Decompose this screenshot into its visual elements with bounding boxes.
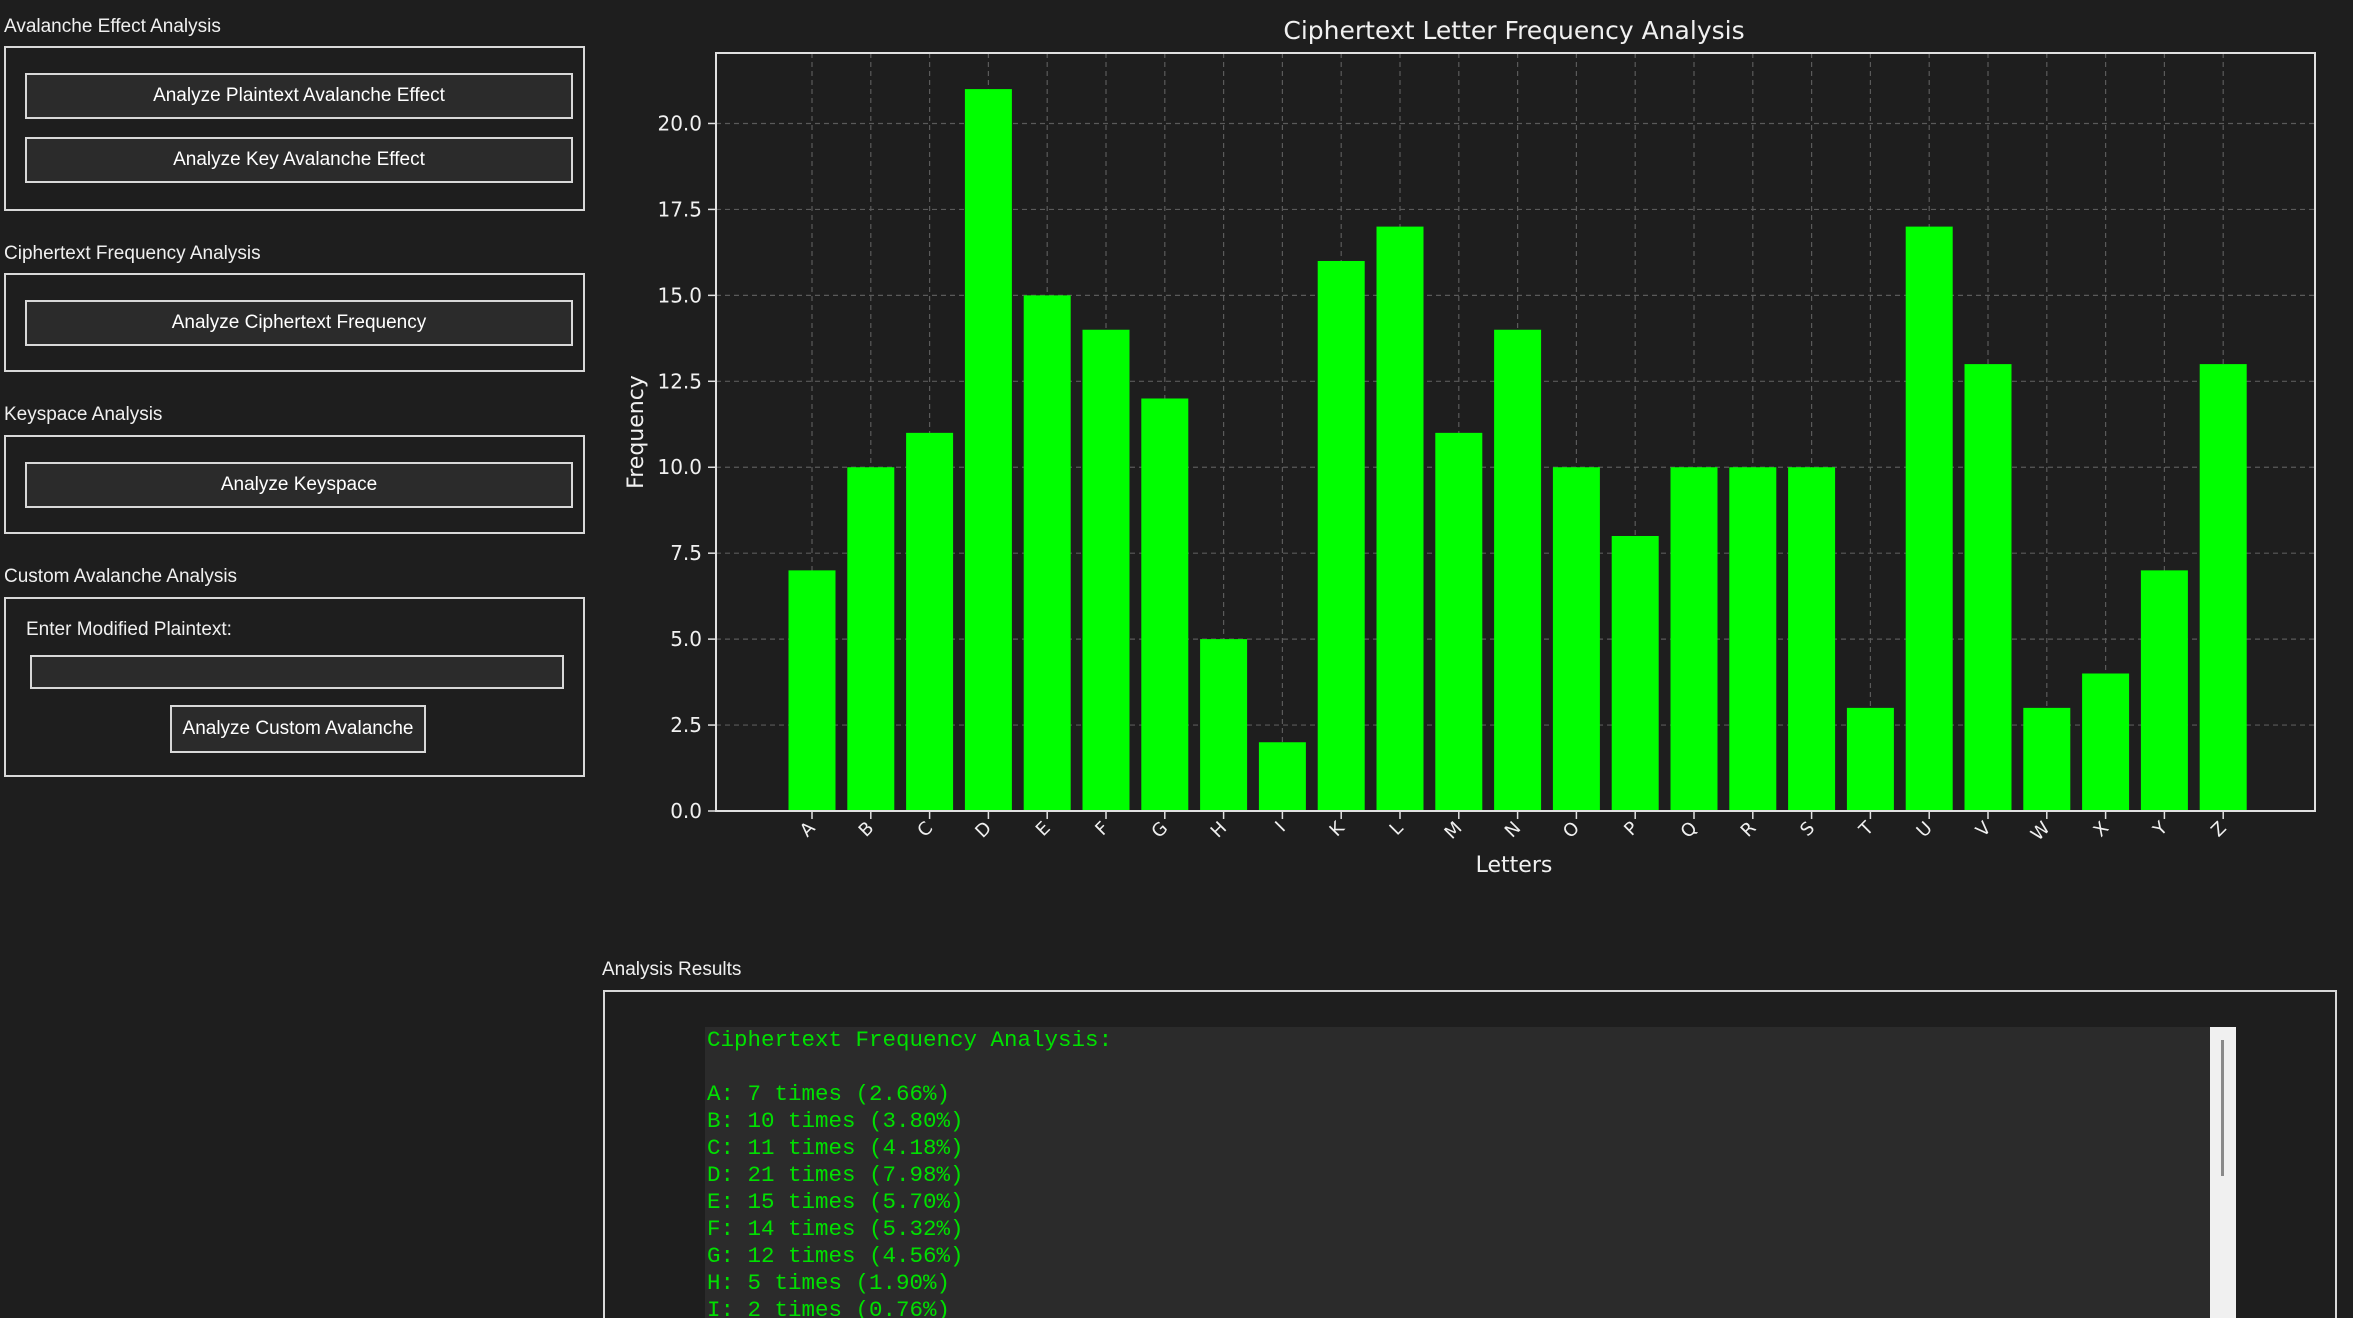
results-text-area[interactable]: Ciphertext Frequency Analysis: A: 7 times… [705,1027,2214,1318]
bar-u [1905,226,1953,812]
x-tick-label: P [1620,818,1643,841]
x-tick-label: U [1913,818,1937,842]
results-line: B: 10 times (3.80%) [707,1108,964,1134]
bar-l [1376,226,1424,812]
bar-k [1317,260,1365,812]
bar-h [1200,639,1248,811]
x-tick-label: O [1559,818,1584,843]
bar-s [1788,467,1836,811]
custom-section: Enter Modified Plaintext: Analyze Custom… [4,597,585,777]
analyze-plaintext-avalanche-button[interactable]: Analyze Plaintext Avalanche Effect [25,73,573,119]
bar-t [1846,707,1894,811]
bar-o [1552,467,1600,811]
bar-d [964,89,1012,812]
x-tick-label: B [855,818,879,842]
results-line: E: 15 times (5.70%) [707,1189,964,1215]
x-tick-label: N [1501,818,1525,842]
y-tick-label: 10.0 [657,455,702,479]
chart-bars [788,89,2247,812]
y-tick-label: 7.5 [670,541,702,565]
x-tick-label: H [1207,818,1231,842]
bar-a [788,570,836,811]
x-axis-label: Letters [1476,853,1553,878]
results-line: C: 11 times (4.18%) [707,1135,964,1161]
chart-title: Ciphertext Letter Frequency Analysis [1283,16,1744,45]
bar-e [1023,295,1071,811]
analyze-keyspace-button[interactable]: Analyze Keyspace [25,462,573,508]
bar-r [1729,467,1777,811]
y-tick-label: 0.0 [670,799,702,823]
x-tick-label: V [1972,817,1996,841]
bar-f [1082,329,1130,811]
x-tick-label: S [1796,818,1819,841]
results-line: F: 14 times (5.32%) [707,1216,964,1242]
frequency-section: Analyze Ciphertext Frequency [4,273,585,372]
y-axis-label: Frequency [624,375,649,489]
results-section-title: Analysis Results [602,959,742,980]
analyze-custom-avalanche-button[interactable]: Analyze Custom Avalanche [170,705,426,753]
x-tick-label: K [1326,817,1350,841]
keyspace-section-title: Keyspace Analysis [4,404,163,425]
results-line: D: 21 times (7.98%) [707,1162,964,1188]
x-tick-label: E [1032,818,1055,841]
results-heading: Ciphertext Frequency Analysis: [707,1027,1113,1053]
y-axis-ticks: 0.0 2.5 5.0 7.5 10.0 12.5 15.0 17.5 20.0 [657,111,716,823]
analyze-frequency-button[interactable]: Analyze Ciphertext Frequency [25,300,573,346]
custom-section-title: Custom Avalanche Analysis [4,566,238,587]
results-scrollbar[interactable] [2210,1027,2236,1318]
x-tick-label: X [2090,818,2114,842]
frequency-section-title: Ciphertext Frequency Analysis [4,243,261,264]
y-tick-label: 2.5 [670,713,702,737]
bar-g [1141,398,1189,811]
x-tick-label: F [1091,818,1113,840]
x-tick-label: W [2027,818,2055,846]
scrollbar-thumb[interactable] [2221,1040,2224,1176]
y-tick-label: 5.0 [670,627,702,651]
x-tick-label: I [1271,818,1290,837]
y-tick-label: 12.5 [657,369,702,393]
x-tick-label: Q [1677,818,1702,843]
x-tick-label: T [1855,817,1879,841]
bar-w [2023,707,2071,811]
analyze-key-avalanche-button[interactable]: Analyze Key Avalanche Effect [25,137,573,183]
x-tick-label: M [1441,818,1467,844]
modified-plaintext-label: Enter Modified Plaintext: [26,619,232,640]
y-tick-label: 15.0 [657,283,702,307]
avalanche-section: Analyze Plaintext Avalanche Effect Analy… [4,46,585,211]
results-line: A: 7 times (2.66%) [707,1081,951,1107]
bar-x [2082,673,2130,811]
x-tick-label: L [1386,818,1408,840]
frequency-bar-chart: Ciphertext Letter Frequency Analysis 0.0… [624,16,2316,878]
bar-n [1494,329,1542,811]
bar-b [847,467,895,811]
bar-p [1611,535,1659,811]
bar-m [1435,432,1483,811]
x-tick-label: Z [2207,818,2231,842]
plot-frame [715,52,2316,812]
avalanche-section-title: Avalanche Effect Analysis [4,16,221,37]
keyspace-section: Analyze Keyspace [4,435,585,534]
y-tick-label: 20.0 [657,111,702,135]
x-tick-label: A [796,817,820,841]
x-tick-label: G [1148,818,1173,843]
bar-q [1670,467,1718,811]
results-section: Ciphertext Frequency Analysis: A: 7 times… [603,990,2337,1318]
x-tick-label: Y [2149,817,2173,841]
results-line: I: 2 times (0.76%) [707,1297,951,1318]
modified-plaintext-input[interactable] [30,655,564,689]
results-line: G: 12 times (4.56%) [707,1243,964,1269]
x-tick-label: C [913,818,937,842]
results-line: H: 5 times (1.90%) [707,1270,951,1296]
bar-v [1964,364,2012,811]
bar-z [2199,364,2247,811]
x-tick-label: D [971,818,996,843]
bar-i [1258,742,1306,811]
y-tick-label: 17.5 [657,197,702,221]
bar-c [906,432,954,811]
x-tick-label: R [1737,818,1761,842]
bar-y [2140,570,2188,811]
